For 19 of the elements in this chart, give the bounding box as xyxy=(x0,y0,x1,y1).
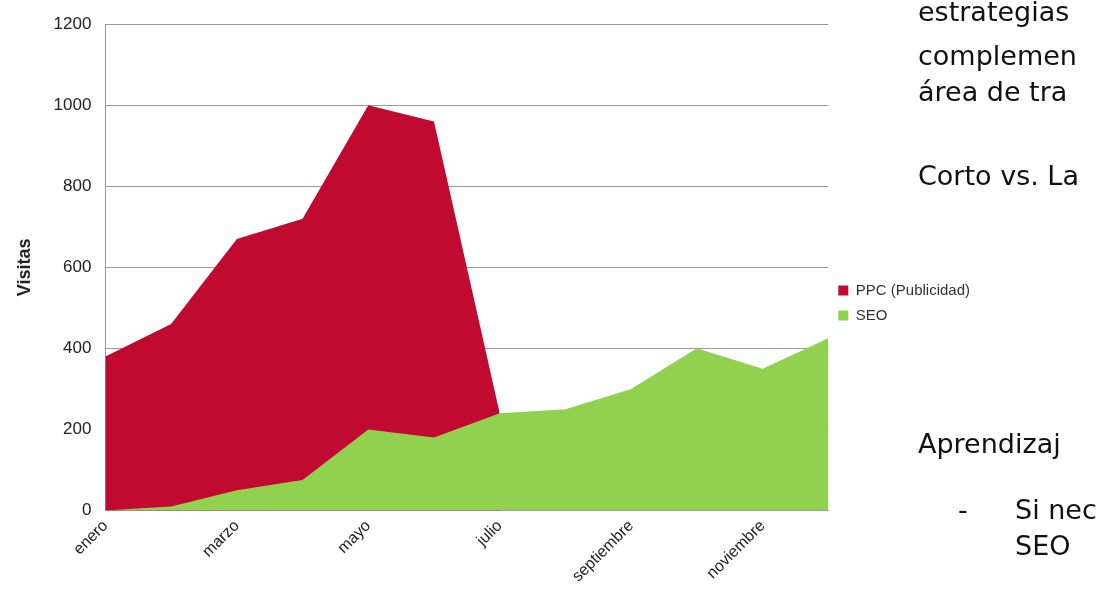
text: Si nec xyxy=(1015,494,1097,525)
x-tick-label: julio xyxy=(472,516,506,550)
y-tick-label: 200 xyxy=(63,419,92,439)
y-axis-title: Visitas xyxy=(13,238,34,297)
text: Aprendizaj xyxy=(918,428,1061,459)
text: - xyxy=(958,494,968,525)
text: complemen xyxy=(918,40,1077,71)
text: Corto vs. La xyxy=(918,160,1079,191)
text: estrategias xyxy=(918,0,1070,27)
legend-label: PPC (Publicidad) xyxy=(855,280,970,298)
y-tick-label: 600 xyxy=(63,257,92,277)
y-tick-label: 400 xyxy=(63,338,92,358)
y-tick-label: 1200 xyxy=(53,13,92,33)
text: SEO xyxy=(1015,530,1071,561)
legend-label: SEO xyxy=(855,305,888,323)
y-tick-label: 800 xyxy=(63,175,92,195)
text: área de tra xyxy=(918,76,1068,107)
y-tick-label: 0 xyxy=(81,500,92,520)
y-tick-label: 1000 xyxy=(53,94,92,114)
